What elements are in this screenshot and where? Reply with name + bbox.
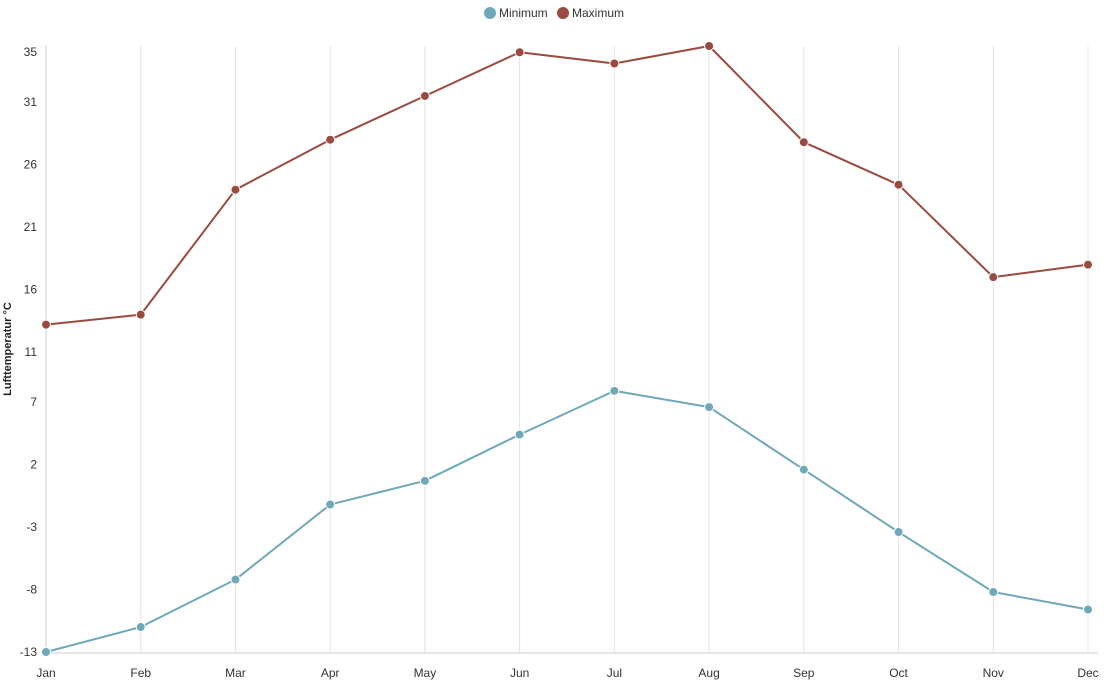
x-tick-label-jan: Jan (36, 666, 55, 680)
point-minimum-jan[interactable] (41, 647, 51, 657)
x-tick-label-aug: Aug (698, 666, 719, 680)
point-minimum-may[interactable] (419, 475, 430, 486)
x-tick-label-apr: Apr (321, 666, 340, 680)
x-tick-label-oct: Oct (889, 666, 908, 680)
point-maximum-dec[interactable] (1083, 259, 1093, 270)
point-minimum-oct[interactable] (893, 527, 904, 538)
x-tick-label-feb: Feb (130, 666, 151, 680)
legend: Minimum Maximum (484, 6, 624, 20)
series-layer (41, 41, 1093, 657)
point-maximum-jun[interactable] (514, 47, 525, 58)
point-maximum-jan[interactable] (41, 319, 51, 330)
point-minimum-jul[interactable] (609, 385, 620, 396)
point-minimum-mar[interactable] (230, 574, 241, 585)
point-maximum-jul[interactable] (609, 58, 620, 69)
legend-label-maximum: Maximum (572, 6, 624, 20)
legend-item-minimum[interactable]: Minimum (484, 6, 548, 20)
point-maximum-mar[interactable] (230, 184, 241, 195)
x-tick-label-sep: Sep (793, 666, 815, 680)
point-minimum-nov[interactable] (988, 587, 999, 598)
point-minimum-aug[interactable] (704, 402, 715, 413)
y-tick-label: -3 (26, 520, 37, 534)
point-maximum-aug[interactable] (704, 41, 715, 51)
x-tick-label-jul: Jul (607, 666, 622, 680)
series-line-maximum (45, 45, 1089, 326)
series-line-minimum (45, 389, 1089, 653)
point-minimum-feb[interactable] (135, 622, 146, 633)
x-tick-label-jun: Jun (510, 666, 529, 680)
legend-label-minimum: Minimum (499, 6, 548, 20)
point-minimum-apr[interactable] (325, 499, 336, 510)
x-tick-label-dec: Dec (1077, 666, 1098, 680)
point-minimum-jun[interactable] (514, 429, 525, 440)
y-tick-label: 7 (30, 395, 37, 409)
point-maximum-apr[interactable] (325, 134, 336, 145)
x-axis: Jan Feb Mar Apr May Jun Jul Aug Sep Oct Nov Dec (36, 652, 1099, 680)
grid (140, 46, 1089, 652)
x-tick-label-may: May (414, 666, 437, 680)
point-minimum-dec[interactable] (1083, 604, 1093, 615)
x-tick-label-mar: Mar (225, 666, 246, 680)
y-tick-label: 31 (24, 95, 38, 109)
point-maximum-feb[interactable] (135, 309, 146, 320)
y-axis: 35 31 26 21 16 11 7 2 -3 -8 -13 Lufttemperatur °C (2, 45, 47, 659)
y-tick-label: -8 (26, 583, 37, 597)
point-maximum-nov[interactable] (988, 272, 999, 283)
legend-marker-maximum (557, 7, 569, 19)
point-minimum-sep[interactable] (798, 464, 809, 475)
point-maximum-oct[interactable] (893, 179, 904, 190)
y-tick-label: 26 (24, 158, 38, 172)
legend-marker-minimum (484, 7, 496, 19)
x-tick-label-nov: Nov (983, 666, 1004, 680)
legend-item-maximum[interactable]: Maximum (557, 6, 624, 20)
y-tick-label: 21 (24, 220, 38, 234)
y-tick-label: 35 (24, 45, 38, 59)
y-axis-title: Lufttemperatur °C (2, 302, 14, 396)
point-maximum-sep[interactable] (798, 137, 809, 148)
point-maximum-may[interactable] (419, 90, 430, 101)
y-tick-label: 16 (24, 283, 38, 297)
y-tick-label: 11 (25, 345, 38, 359)
y-tick-label: -13 (20, 645, 38, 659)
y-tick-label: 2 (30, 458, 37, 472)
